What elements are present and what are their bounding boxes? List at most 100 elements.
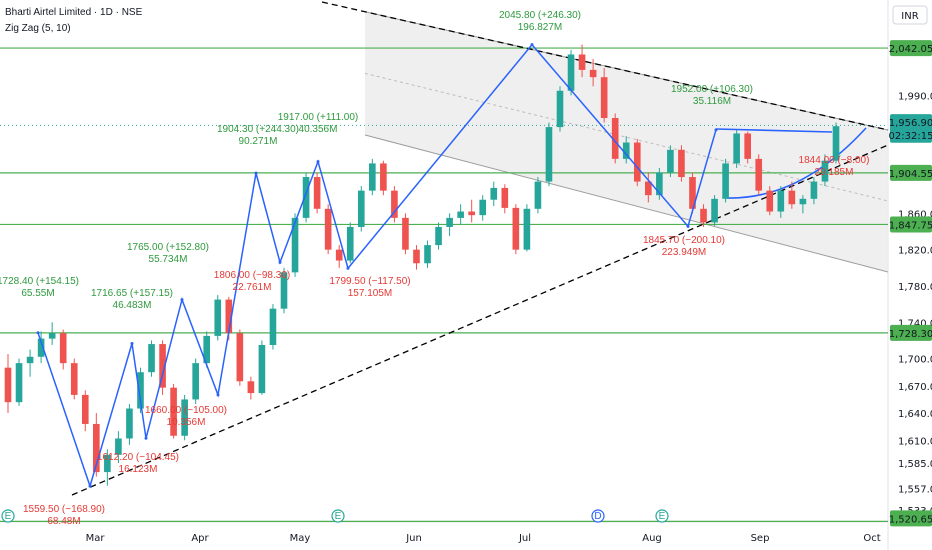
price-axis-panel	[888, 0, 932, 550]
price-tick-label: 1,610.00	[898, 436, 932, 447]
currency-button[interactable]	[892, 5, 928, 25]
candle-body	[435, 226, 442, 246]
candle-body	[70, 363, 78, 395]
candle-body	[722, 163, 729, 199]
candle	[324, 204, 332, 255]
candle-body	[821, 160, 829, 182]
support-levels-layer	[0, 47, 888, 523]
candle	[15, 358, 23, 406]
event-marker-circle	[1, 509, 15, 523]
candle	[810, 177, 818, 205]
zigzag-label: 1559.50 (−168.90)	[23, 504, 105, 515]
time-tick-label: Aug	[642, 533, 662, 544]
time-tick-label: Sep	[751, 533, 770, 544]
candle-body	[280, 272, 288, 309]
candle-body	[225, 299, 233, 334]
rising-trendline	[71, 144, 889, 496]
candle	[269, 304, 277, 350]
candle	[81, 390, 89, 432]
candle-body	[446, 217, 453, 227]
candle-body	[59, 333, 67, 364]
resistance-trendline	[321, 1, 889, 131]
price-badge-label: 1,847.75	[889, 220, 932, 231]
candle-body	[766, 190, 774, 212]
zigzag-volume: 16.123M	[119, 464, 158, 475]
candle-body	[380, 163, 387, 191]
candle-body	[302, 177, 310, 218]
candle	[369, 158, 376, 196]
candle	[424, 240, 431, 268]
event-marker-circle	[591, 509, 605, 523]
candle-body	[269, 308, 277, 345]
price-tick-label: 1,640.00	[898, 409, 932, 420]
candle	[192, 358, 199, 404]
candle-body	[656, 172, 663, 196]
candle-body	[678, 149, 685, 178]
event-marker-icon[interactable]: E	[331, 509, 345, 523]
candle	[777, 186, 785, 218]
candle-body	[622, 142, 630, 159]
zigzag-label: 1799.50 (−117.50)	[329, 276, 410, 287]
candle-body	[413, 249, 420, 264]
candle-body	[369, 163, 376, 191]
event-marker-letter: E	[335, 511, 342, 522]
candle-body	[788, 190, 796, 205]
candle	[633, 138, 641, 187]
cup-curve	[725, 127, 867, 199]
price-badge-label: 2,042.05	[889, 44, 932, 55]
zigzag-label: 1904.30 (+244.30)	[217, 124, 299, 135]
candle	[37, 331, 45, 364]
candle	[545, 122, 553, 187]
zigzag-volume: 46.483M	[113, 300, 152, 311]
candle-body	[689, 177, 696, 209]
zigzag-volume: 157.105M	[348, 288, 392, 299]
candle	[656, 167, 663, 200]
price-badge	[890, 114, 932, 131]
candle	[4, 354, 12, 414]
candle	[181, 394, 188, 441]
currency-label: INR	[901, 11, 918, 22]
candle	[380, 160, 387, 196]
price-tick-label: 1,820.00	[898, 246, 932, 257]
candle-body	[424, 245, 431, 264]
candle	[622, 136, 630, 164]
candle	[346, 222, 354, 264]
candle-body	[667, 149, 674, 173]
candle	[247, 376, 255, 400]
candle-body	[93, 423, 100, 473]
price-badge	[890, 510, 932, 527]
candle-body	[810, 181, 818, 199]
candle-body	[600, 77, 608, 119]
event-marker-circle	[655, 509, 669, 523]
candle	[744, 131, 751, 164]
candle-body	[81, 394, 89, 424]
event-marker-icon[interactable]: E	[655, 509, 669, 523]
candle-body	[258, 344, 266, 394]
event-marker-icon[interactable]: D	[591, 509, 605, 523]
event-marker-icon[interactable]: E	[1, 509, 15, 523]
zigzag-volume: 40.356M	[299, 124, 338, 135]
candle-body	[402, 217, 409, 250]
candle-body	[556, 90, 564, 128]
time-tick-label: Oct	[863, 533, 880, 544]
candle-body	[236, 333, 244, 382]
candle-body	[832, 126, 840, 161]
zigzag-label: 1952.00 (+106.30)	[671, 84, 753, 95]
candle-body	[148, 344, 155, 373]
candle-body	[37, 338, 45, 357]
candle	[48, 322, 56, 345]
candle	[413, 245, 420, 270]
candle-body	[512, 207, 520, 250]
candle-body	[313, 177, 321, 209]
channel-lower-line	[364, 134, 889, 273]
candle	[512, 204, 520, 255]
candle-body	[645, 181, 652, 196]
candle	[457, 204, 464, 225]
candle	[788, 181, 796, 209]
zigzag-point	[686, 224, 690, 228]
candle	[159, 340, 166, 395]
candle	[611, 113, 619, 164]
price-tick-label: 1,585.00	[898, 459, 932, 470]
candle-body	[711, 198, 718, 223]
